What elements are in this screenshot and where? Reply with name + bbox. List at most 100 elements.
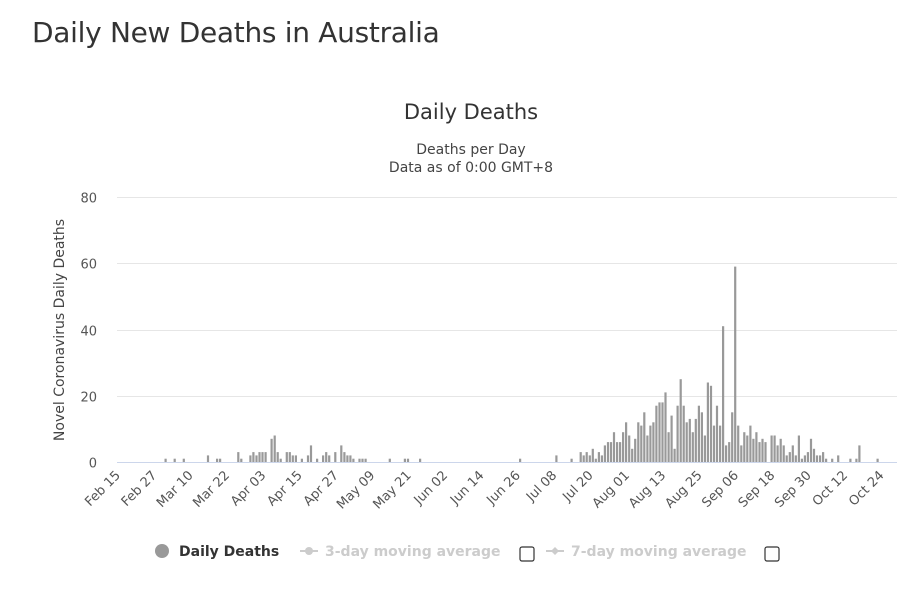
bar[interactable] xyxy=(258,452,261,462)
bar[interactable] xyxy=(640,425,643,462)
bar[interactable] xyxy=(706,382,709,463)
bar[interactable] xyxy=(849,458,852,462)
bar[interactable] xyxy=(206,455,210,462)
bar[interactable] xyxy=(588,455,591,462)
bar[interactable] xyxy=(728,442,731,462)
bar[interactable] xyxy=(619,442,622,462)
bar[interactable] xyxy=(609,442,613,462)
bar[interactable] xyxy=(603,445,606,462)
bar[interactable] xyxy=(758,442,761,462)
bar[interactable] xyxy=(715,405,719,462)
bar[interactable] xyxy=(325,452,328,462)
bar[interactable] xyxy=(294,455,297,462)
bar[interactable] xyxy=(761,438,764,462)
bar[interactable] xyxy=(582,455,585,462)
bar[interactable] xyxy=(419,458,422,462)
bar[interactable] xyxy=(579,452,582,462)
bar[interactable] xyxy=(252,452,255,462)
bar[interactable] xyxy=(700,412,703,462)
bar[interactable] xyxy=(594,458,597,462)
bar[interactable] xyxy=(749,425,752,462)
bar[interactable] xyxy=(249,455,252,462)
bar[interactable] xyxy=(255,455,258,462)
bar[interactable] xyxy=(691,432,694,462)
bar[interactable] xyxy=(667,432,670,462)
bar[interactable] xyxy=(406,458,410,462)
bar[interactable] xyxy=(688,418,691,462)
bar[interactable] xyxy=(625,422,628,463)
bar[interactable] xyxy=(719,425,722,462)
bar[interactable] xyxy=(285,452,288,462)
bar[interactable] xyxy=(776,445,779,462)
bar[interactable] xyxy=(664,392,667,462)
bar[interactable] xyxy=(343,452,346,462)
bar[interactable] xyxy=(858,445,861,462)
bar[interactable] xyxy=(237,452,240,462)
bar[interactable] xyxy=(709,385,713,462)
bar[interactable] xyxy=(555,455,558,462)
bar[interactable] xyxy=(764,442,767,462)
bar[interactable] xyxy=(306,455,310,462)
bar[interactable] xyxy=(694,418,697,462)
bar[interactable] xyxy=(794,455,797,462)
bar[interactable] xyxy=(815,455,819,462)
bar[interactable] xyxy=(570,458,573,462)
bar[interactable] xyxy=(782,445,785,462)
bar[interactable] xyxy=(676,405,679,462)
bar[interactable] xyxy=(364,458,367,462)
bar[interactable] xyxy=(831,458,834,462)
bar[interactable] xyxy=(803,455,806,462)
bar[interactable] xyxy=(612,432,616,462)
bar[interactable] xyxy=(616,442,619,462)
bar[interactable] xyxy=(219,458,222,462)
bar[interactable] xyxy=(273,435,276,463)
bar[interactable] xyxy=(606,442,610,462)
bar[interactable] xyxy=(631,448,634,463)
bar[interactable] xyxy=(740,445,743,462)
bar[interactable] xyxy=(797,435,800,463)
bar[interactable] xyxy=(349,455,352,462)
bar[interactable] xyxy=(585,452,588,462)
bar[interactable] xyxy=(746,435,749,463)
bar[interactable] xyxy=(240,458,243,462)
bar[interactable] xyxy=(812,448,816,463)
bar[interactable] xyxy=(358,458,361,462)
bar[interactable] xyxy=(361,458,364,462)
bar[interactable] xyxy=(809,438,813,462)
legend-item-daily-deaths[interactable]: Daily Deaths xyxy=(155,544,279,560)
bar[interactable] xyxy=(773,435,776,463)
bar[interactable] xyxy=(276,452,279,462)
bar[interactable] xyxy=(322,455,325,462)
bar[interactable] xyxy=(279,458,282,462)
bar[interactable] xyxy=(779,438,782,462)
bar[interactable] xyxy=(855,458,858,462)
bar[interactable] xyxy=(655,405,658,462)
bar[interactable] xyxy=(722,326,725,462)
bar[interactable] xyxy=(785,455,788,462)
bar[interactable] xyxy=(334,452,337,462)
bar[interactable] xyxy=(734,266,737,462)
bar[interactable] xyxy=(600,455,603,462)
bar[interactable] xyxy=(216,458,219,462)
bar[interactable] xyxy=(731,412,734,462)
bar[interactable] xyxy=(682,405,685,462)
bar[interactable] xyxy=(270,438,273,462)
bar[interactable] xyxy=(685,422,688,463)
bar[interactable] xyxy=(628,435,631,463)
bar[interactable] xyxy=(697,405,700,462)
bar[interactable] xyxy=(164,458,167,462)
bar[interactable] xyxy=(661,402,664,462)
bar[interactable] xyxy=(403,458,406,462)
bar[interactable] xyxy=(622,432,625,462)
bar[interactable] xyxy=(388,458,391,462)
bar[interactable] xyxy=(261,452,264,462)
bar[interactable] xyxy=(725,445,728,462)
bar[interactable] xyxy=(712,425,716,462)
bar[interactable] xyxy=(876,458,879,462)
bar[interactable] xyxy=(316,458,319,462)
bar[interactable] xyxy=(652,422,655,463)
bar[interactable] xyxy=(770,435,773,463)
legend-item-3day-average[interactable]: 3-day moving average xyxy=(300,544,501,560)
bar[interactable] xyxy=(673,448,676,463)
bar[interactable] xyxy=(173,458,176,462)
